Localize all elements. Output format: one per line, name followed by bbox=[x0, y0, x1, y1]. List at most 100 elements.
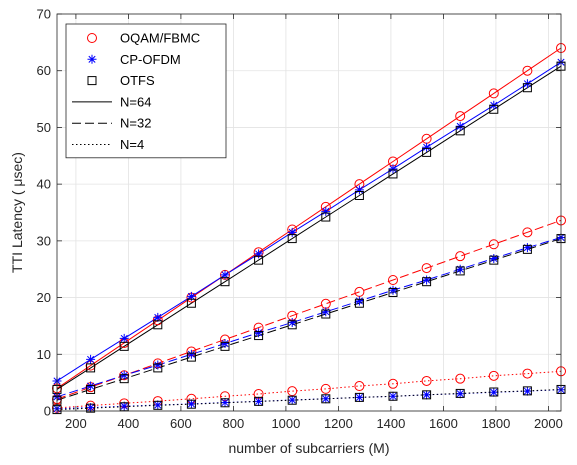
data-point-square bbox=[522, 244, 532, 254]
series-line bbox=[56, 47, 562, 389]
data-point-circle bbox=[421, 375, 432, 386]
y-tick-label: 70 bbox=[37, 7, 51, 22]
legend-label: N=32 bbox=[120, 116, 151, 131]
data-point-asterisk bbox=[254, 396, 264, 406]
data-point-square bbox=[186, 298, 196, 308]
data-point-square bbox=[153, 400, 163, 410]
data-point-square bbox=[354, 392, 364, 402]
y-tick-label: 20 bbox=[37, 290, 51, 305]
data-point-square bbox=[287, 395, 297, 405]
data-point-asterisk bbox=[119, 401, 129, 411]
data-point-asterisk bbox=[354, 392, 364, 402]
x-tick-labels: 200 400 600 800 1000 1200 1400 1600 1800 2000 bbox=[65, 416, 563, 431]
data-point-asterisk bbox=[455, 264, 465, 274]
data-point-square bbox=[455, 388, 465, 398]
data-point-asterisk bbox=[220, 397, 230, 407]
x-tick-label: 2000 bbox=[534, 416, 563, 431]
data-point-circle bbox=[421, 263, 432, 274]
y-tick-label: 10 bbox=[37, 347, 51, 362]
legend-marker bbox=[87, 33, 97, 43]
y-tick-label: 50 bbox=[37, 120, 51, 135]
data-point-asterisk bbox=[86, 381, 96, 391]
data-point-asterisk bbox=[422, 142, 432, 152]
data-point-circle bbox=[522, 368, 533, 379]
data-point-square bbox=[287, 234, 297, 244]
data-point-circle bbox=[388, 274, 398, 285]
y-tick-label: 40 bbox=[37, 177, 51, 192]
x-axis-label: number of subcarriers (M) bbox=[228, 440, 389, 456]
data-point-circle bbox=[320, 383, 331, 394]
data-point-asterisk bbox=[254, 328, 264, 338]
data-point-asterisk bbox=[86, 354, 96, 364]
data-point-asterisk bbox=[220, 339, 230, 349]
data-point-asterisk bbox=[489, 253, 499, 263]
data-point-square bbox=[455, 266, 465, 276]
y-tick-label: 30 bbox=[37, 233, 51, 248]
data-point-asterisk bbox=[321, 206, 331, 216]
data-point-asterisk bbox=[354, 296, 364, 306]
y-tick-label: 60 bbox=[37, 63, 51, 78]
data-point-square bbox=[422, 277, 432, 287]
data-point-circle bbox=[354, 381, 365, 392]
data-point-square bbox=[119, 341, 129, 351]
data-point-square bbox=[220, 398, 230, 408]
data-point-circle bbox=[488, 239, 499, 250]
data-point-square bbox=[388, 391, 398, 401]
data-point-asterisk bbox=[119, 333, 129, 343]
series-line bbox=[56, 65, 562, 390]
data-point-square bbox=[422, 147, 432, 157]
data-point-asterisk bbox=[86, 403, 96, 413]
y-tick-label: 0 bbox=[44, 404, 51, 419]
x-tick-label: 1600 bbox=[429, 416, 458, 431]
data-point-asterisk bbox=[153, 360, 163, 370]
data-point-asterisk bbox=[186, 349, 196, 359]
x-tick-label: 600 bbox=[170, 416, 192, 431]
legend-label: N=64 bbox=[120, 94, 151, 109]
data-point-asterisk bbox=[254, 249, 264, 259]
data-point-square bbox=[489, 255, 499, 265]
data-point-asterisk bbox=[220, 270, 230, 280]
data-point-circle bbox=[455, 251, 466, 262]
data-point-asterisk bbox=[186, 399, 196, 409]
x-tick-label: 200 bbox=[65, 416, 87, 431]
data-point-asterisk bbox=[489, 387, 499, 397]
data-point-square bbox=[455, 126, 465, 136]
data-point-square bbox=[119, 374, 129, 384]
data-point-circle bbox=[488, 88, 499, 99]
x-tick-label: 1000 bbox=[271, 416, 300, 431]
data-point-square bbox=[254, 331, 264, 341]
data-point-square bbox=[354, 298, 364, 308]
data-point-asterisk bbox=[321, 307, 331, 317]
data-point-asterisk bbox=[287, 318, 297, 328]
series-line bbox=[56, 238, 562, 401]
y-tick-labels: 0 10 20 30 40 50 60 70 bbox=[37, 7, 51, 419]
y-axis-label: TTI Latency ( μsec) bbox=[9, 152, 25, 273]
legend-label: CP-OFDM bbox=[120, 52, 181, 67]
data-point-square bbox=[186, 399, 196, 409]
series-line bbox=[56, 388, 562, 411]
data-point-square bbox=[489, 104, 499, 114]
data-point-asterisk bbox=[119, 370, 129, 380]
legend-label: OTFS bbox=[120, 73, 155, 88]
data-point-circle bbox=[522, 227, 533, 238]
data-point-square bbox=[388, 169, 398, 179]
data-point-square bbox=[153, 320, 163, 330]
series-line bbox=[56, 370, 562, 409]
data-point-asterisk bbox=[321, 394, 331, 404]
data-point-asterisk bbox=[522, 386, 532, 396]
data-point-square bbox=[220, 341, 230, 351]
legend-marker bbox=[87, 54, 97, 64]
data-point-asterisk bbox=[153, 400, 163, 410]
data-point-asterisk bbox=[153, 312, 163, 322]
data-point-asterisk bbox=[522, 243, 532, 253]
data-point-square bbox=[86, 363, 96, 373]
data-point-square bbox=[388, 287, 398, 297]
data-point-asterisk bbox=[287, 395, 297, 405]
data-point-asterisk bbox=[455, 389, 465, 399]
data-point-asterisk bbox=[354, 185, 364, 195]
legend-marker bbox=[87, 76, 97, 86]
plot-frame bbox=[56, 13, 562, 412]
data-point-circle bbox=[354, 286, 365, 297]
